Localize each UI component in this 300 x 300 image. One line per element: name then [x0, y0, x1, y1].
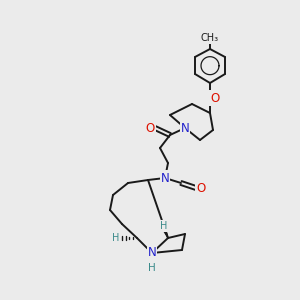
Polygon shape	[160, 223, 168, 238]
Text: O: O	[210, 92, 220, 104]
Text: N: N	[160, 172, 169, 184]
Text: H: H	[112, 233, 120, 243]
Text: CH₃: CH₃	[201, 33, 219, 43]
Text: H: H	[148, 263, 156, 273]
Text: N: N	[148, 247, 156, 260]
Text: O: O	[196, 182, 206, 194]
Text: H: H	[160, 221, 168, 231]
Text: N: N	[181, 122, 189, 134]
Text: O: O	[146, 122, 154, 134]
